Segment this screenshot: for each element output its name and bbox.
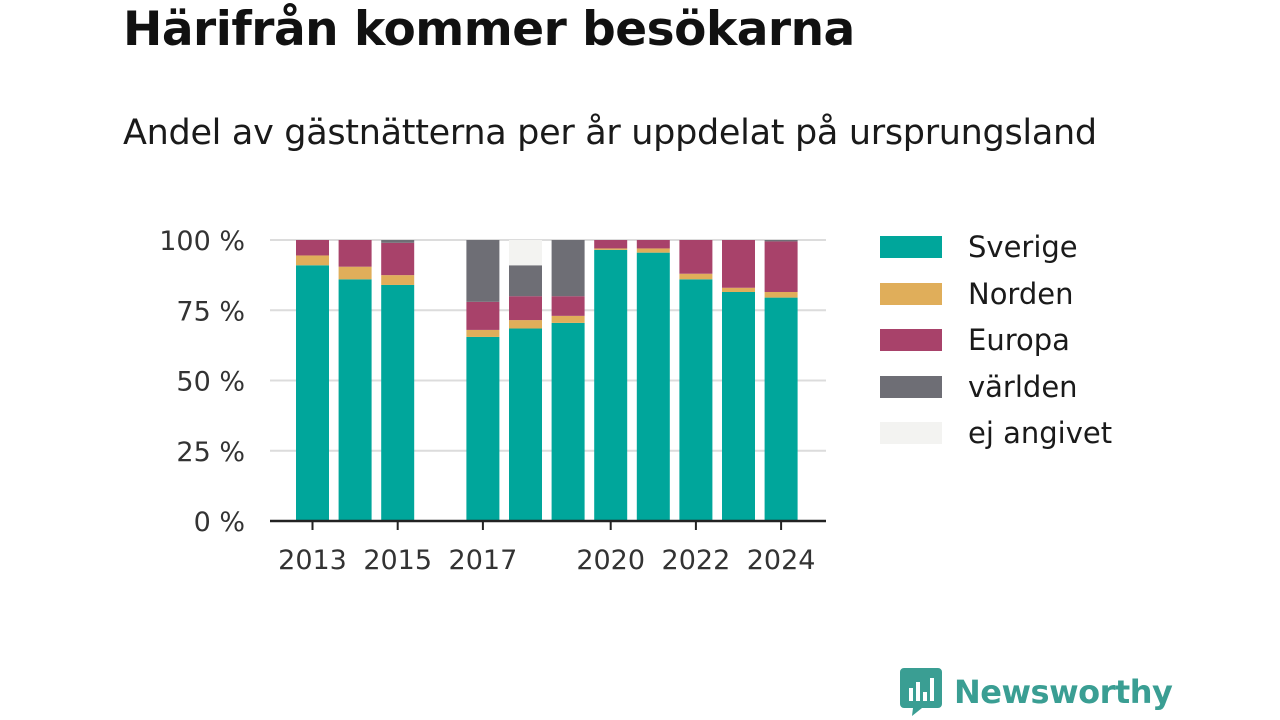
x-tick-label: 2013 (278, 545, 347, 576)
y-tick-label: 25 % (176, 437, 245, 468)
bar-segment-norden (466, 329, 500, 337)
bar-segment-norden (551, 315, 585, 323)
chart-title: Härifrån kommer besökarna (123, 2, 855, 57)
bar-segment-norden (509, 320, 542, 329)
bar-segment-världen (381, 240, 415, 243)
x-tick-label: 2017 (449, 545, 518, 576)
bar-segment-norden (679, 273, 713, 280)
bar-segment-europa (679, 240, 713, 274)
bar-segment-sverige (381, 284, 415, 521)
brand-name: Newsworthy (954, 673, 1173, 711)
bar-segment-europa (296, 240, 329, 256)
bar-segment-europa (636, 240, 670, 249)
newsworthy-logo[interactable]: Newsworthy (900, 668, 1173, 716)
bar-segment-europa (722, 240, 755, 288)
bar-segment-sverige (764, 297, 798, 521)
x-tick-label: 2022 (662, 545, 731, 576)
bar-segment-sverige (551, 322, 585, 521)
x-tick-label: 2015 (363, 545, 432, 576)
legend-item-europa: Europa (880, 317, 1112, 364)
legend-label-sverige: Sverige (968, 230, 1078, 265)
x-tick-label: 2020 (576, 545, 645, 576)
bar-segment-ej-angivet (509, 240, 542, 266)
y-tick-label: 0 % (194, 507, 245, 538)
bar-segment-europa (466, 301, 500, 330)
bar-segment-norden (636, 248, 670, 253)
legend-swatch-norden (880, 282, 942, 305)
bar-segment-sverige (296, 265, 329, 521)
legend-item-ej-angivet: ej angivet (880, 410, 1112, 457)
bar-segment-sverige (466, 336, 500, 521)
chart-subtitle: Andel av gästnätterna per år uppdelat på… (123, 113, 1097, 153)
bar-segment-världen (551, 240, 585, 297)
legend-label-ej-angivet: ej angivet (968, 416, 1113, 451)
y-tick-label: 75 % (176, 296, 245, 327)
bar-segment-norden (381, 275, 415, 285)
bar-segment-europa (338, 240, 372, 267)
y-tick-label: 50 % (176, 367, 245, 398)
x-tick-label: 2024 (747, 545, 816, 576)
legend-label-norden: Norden (968, 276, 1074, 311)
legend-swatch-sverige (880, 236, 942, 259)
legend-item-norden: Norden (880, 271, 1112, 318)
stacked-bar-chart: 0 % 25 % 50 % 75 % 100 % 2013 2015 2017 2020 2022… (159, 226, 826, 576)
bar-segment-världen (509, 265, 542, 297)
bar-segment-europa (509, 296, 542, 321)
legend-swatch-ej-angivet (880, 422, 942, 445)
bar-segment-europa (594, 240, 628, 249)
legend-item-sverige: Sverige (880, 224, 1112, 271)
bar-segment-norden (338, 266, 372, 280)
legend-label-europa: Europa (968, 323, 1070, 358)
bar-segment-sverige (722, 291, 755, 521)
bar-segment-världen (764, 240, 798, 242)
bar-segment-sverige (509, 328, 542, 521)
bar-chart-badge-icon (900, 668, 942, 716)
bar-segment-sverige (679, 279, 713, 521)
bar-segment-europa (381, 242, 415, 276)
chart-legend: Sverige Norden Europa världen ej angivet (880, 224, 1112, 457)
bar-segment-norden (296, 255, 329, 266)
bar-segment-världen (466, 240, 500, 302)
bar-segment-sverige (636, 252, 670, 521)
bar-segment-norden (764, 291, 798, 298)
legend-swatch-varlden (880, 375, 942, 398)
legend-item-varlden: världen (880, 364, 1112, 411)
bar-segment-sverige (338, 279, 372, 521)
bar-segment-europa (551, 296, 585, 316)
y-tick-label: 100 % (159, 226, 245, 257)
legend-label-varlden: världen (968, 369, 1078, 404)
bar-segment-sverige (594, 249, 628, 521)
bar-segment-norden (594, 248, 628, 250)
bar-segment-europa (764, 241, 798, 292)
bar-segment-norden (722, 287, 755, 292)
legend-swatch-europa (880, 329, 942, 352)
